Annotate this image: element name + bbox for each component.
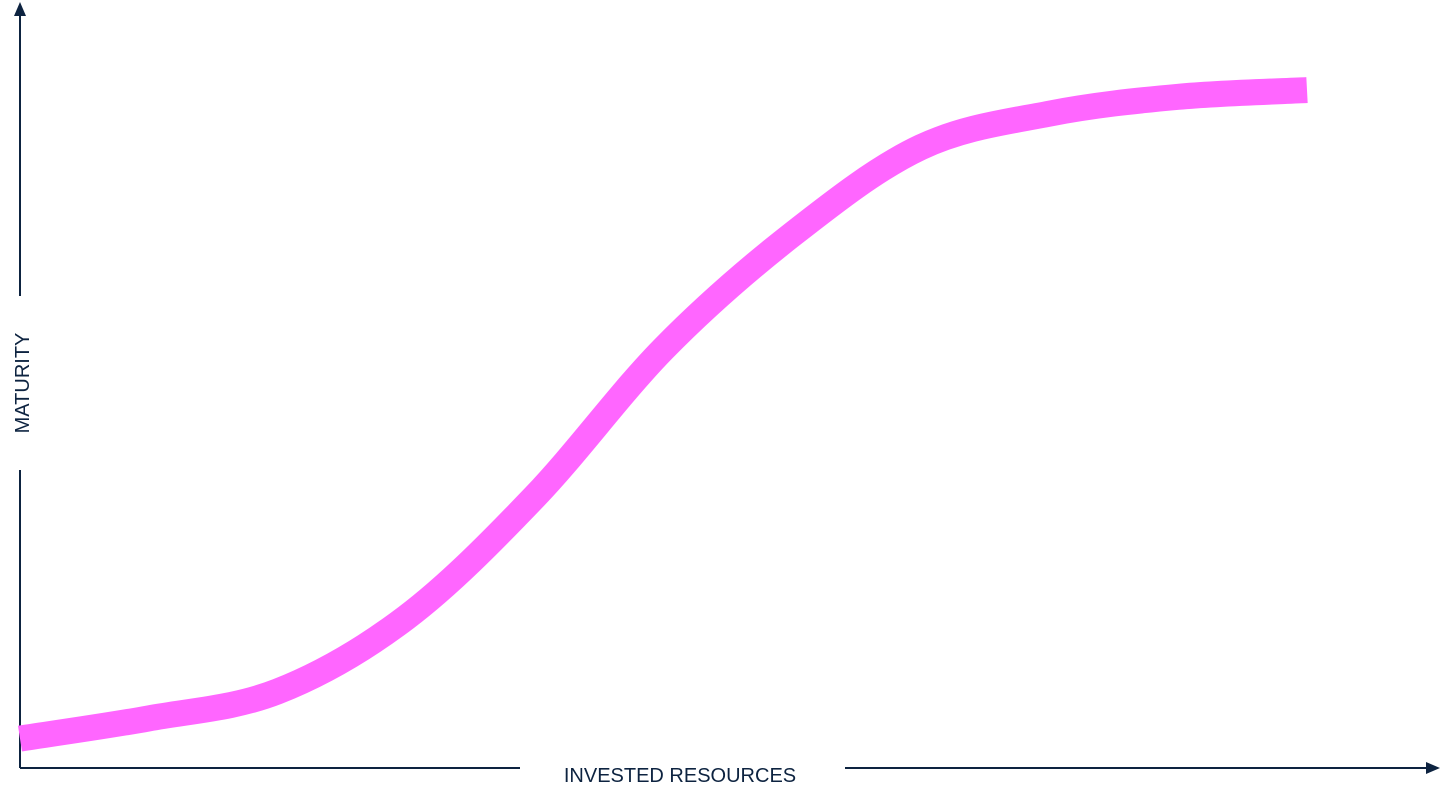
maturity-s-curve bbox=[17, 77, 1308, 752]
x-axis-label: INVESTED RESOURCES bbox=[564, 765, 796, 785]
y-axis-arrowhead-icon bbox=[14, 2, 26, 16]
x-axis-arrowhead-icon bbox=[1426, 762, 1440, 774]
y-axis-label: MATURITY bbox=[12, 333, 34, 434]
